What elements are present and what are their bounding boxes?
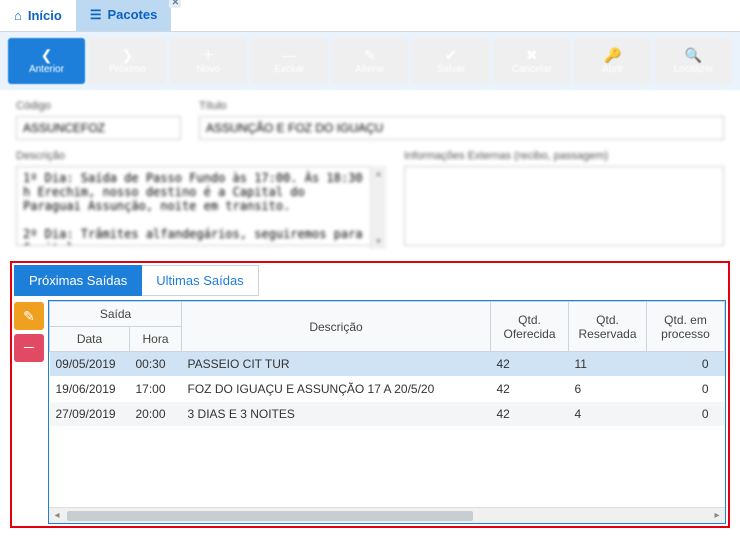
col-saida: Saída: [50, 302, 182, 327]
prev-label: Anterior: [29, 64, 64, 75]
save-icon: ✔: [445, 48, 457, 62]
cell-reservada: 11: [569, 352, 647, 377]
grid-body: 09/05/2019 00:30 PASSEIO CIT TUR 42 11 0…: [50, 352, 725, 427]
tab-pacotes[interactable]: ☰ Pacotes ✕: [76, 0, 172, 31]
cell-data: 09/05/2019: [50, 352, 130, 377]
table-row[interactable]: 19/06/2019 17:00 FOZ DO IGUAÇU E ASSUNÇÃ…: [50, 377, 725, 402]
list-icon: ☰: [90, 7, 102, 23]
cell-descricao: FOZ DO IGUAÇU E ASSUNÇÃO 17 A 20/5/20: [182, 377, 491, 402]
next-icon: ❯: [121, 48, 133, 62]
col-processo: Qtd. em processo: [647, 302, 725, 352]
col-reservada: Qtd. Reservada: [569, 302, 647, 352]
delete-label: Excluir: [274, 64, 304, 75]
save-label: Salvar: [437, 64, 465, 75]
tab-home[interactable]: ⌂ Início: [0, 0, 76, 31]
edit-button[interactable]: ✎ Alterar: [332, 38, 409, 84]
cell-descricao: 3 DIAS E 3 NOITES: [182, 402, 491, 427]
top-tabs: ⌂ Início ☰ Pacotes ✕: [0, 0, 740, 32]
cell-oferecida: 42: [491, 352, 569, 377]
new-button[interactable]: ＋ Novo: [170, 38, 247, 84]
next-label: Próximo: [109, 64, 146, 75]
prev-button[interactable]: ❮ Anterior: [8, 38, 85, 84]
cell-processo: 0: [647, 352, 725, 377]
row-edit-button[interactable]: ✎: [14, 302, 44, 330]
col-descricao: Descrição: [182, 302, 491, 352]
table-row[interactable]: 27/09/2019 20:00 3 DIAS E 3 NOITES 42 4 …: [50, 402, 725, 427]
cell-hora: 17:00: [130, 377, 182, 402]
open-button[interactable]: 🔑 Abrir: [574, 38, 651, 84]
new-icon: ＋: [201, 48, 215, 62]
codigo-input[interactable]: [16, 116, 181, 140]
new-label: Novo: [197, 64, 220, 75]
sub-tabs: Próximas Saídas Ultimas Saídas: [14, 265, 726, 296]
cell-data: 19/06/2019: [50, 377, 130, 402]
next-button[interactable]: ❯ Próximo: [89, 38, 166, 84]
col-data: Data: [50, 327, 130, 352]
saidas-panel: Próximas Saídas Ultimas Saídas ✎ － Saída…: [10, 261, 730, 528]
col-hora: Hora: [130, 327, 182, 352]
table-row[interactable]: 09/05/2019 00:30 PASSEIO CIT TUR 42 11 0: [50, 352, 725, 377]
textarea-scrollbar[interactable]: ▴▾: [370, 166, 386, 249]
scroll-left-icon[interactable]: ◂: [49, 510, 65, 521]
tab-pacotes-label: Pacotes: [107, 7, 157, 22]
row-delete-button[interactable]: －: [14, 334, 44, 362]
titulo-input[interactable]: [199, 116, 724, 140]
scroll-thumb[interactable]: [67, 511, 473, 521]
grid-empty-space: [49, 427, 725, 507]
save-button[interactable]: ✔ Salvar: [412, 38, 489, 84]
codigo-label: Código: [16, 100, 181, 112]
cell-hora: 00:30: [130, 352, 182, 377]
tab-close-icon[interactable]: ✕: [169, 0, 181, 8]
info-externas-textarea[interactable]: [404, 166, 724, 246]
cancel-icon: ✖: [526, 48, 538, 62]
grid-hscrollbar[interactable]: ◂ ▸: [49, 507, 725, 523]
edit-label: Alterar: [355, 64, 384, 75]
form-area: Código Título Descrição 1º Dia: Saída de…: [0, 90, 740, 255]
find-label: Localizar: [674, 64, 714, 75]
open-icon: 🔑: [604, 48, 621, 62]
cell-data: 27/09/2019: [50, 402, 130, 427]
delete-icon: —: [282, 48, 296, 62]
info-externas-label: Informações Externas (recibo, passagem): [404, 150, 724, 162]
open-label: Abrir: [602, 64, 623, 75]
grid-side-buttons: ✎ －: [14, 300, 44, 524]
cell-oferecida: 42: [491, 377, 569, 402]
descricao-textarea[interactable]: 1º Dia: Saída de Passo Fundo às 17:00. À…: [16, 166, 386, 246]
find-icon: 🔍: [685, 48, 702, 62]
cancel-label: Cancelar: [512, 64, 552, 75]
cell-processo: 0: [647, 402, 725, 427]
tab-home-label: Início: [28, 8, 62, 23]
cell-hora: 20:00: [130, 402, 182, 427]
titulo-label: Título: [199, 100, 724, 112]
cell-descricao: PASSEIO CIT TUR: [182, 352, 491, 377]
cell-oferecida: 42: [491, 402, 569, 427]
scroll-right-icon[interactable]: ▸: [709, 510, 725, 521]
saidas-grid: Saída Descrição Qtd. Oferecida Qtd. Rese…: [48, 300, 726, 524]
toolbar: ❮ Anterior ❯ Próximo ＋ Novo — Excluir ✎ Alter…: [0, 32, 740, 90]
col-oferecida: Qtd. Oferecida: [491, 302, 569, 352]
home-icon: ⌂: [14, 8, 22, 23]
cell-reservada: 6: [569, 377, 647, 402]
descricao-label: Descrição: [16, 150, 386, 162]
cell-processo: 0: [647, 377, 725, 402]
cell-reservada: 4: [569, 402, 647, 427]
edit-icon: ✎: [364, 48, 376, 62]
delete-button[interactable]: — Excluir: [251, 38, 328, 84]
prev-icon: ❮: [41, 48, 53, 62]
tab-proximas-saidas[interactable]: Próximas Saídas: [14, 265, 142, 296]
find-button[interactable]: 🔍 Localizar: [655, 38, 732, 84]
tab-ultimas-saidas[interactable]: Ultimas Saídas: [142, 265, 258, 296]
cancel-button[interactable]: ✖ Cancelar: [493, 38, 570, 84]
